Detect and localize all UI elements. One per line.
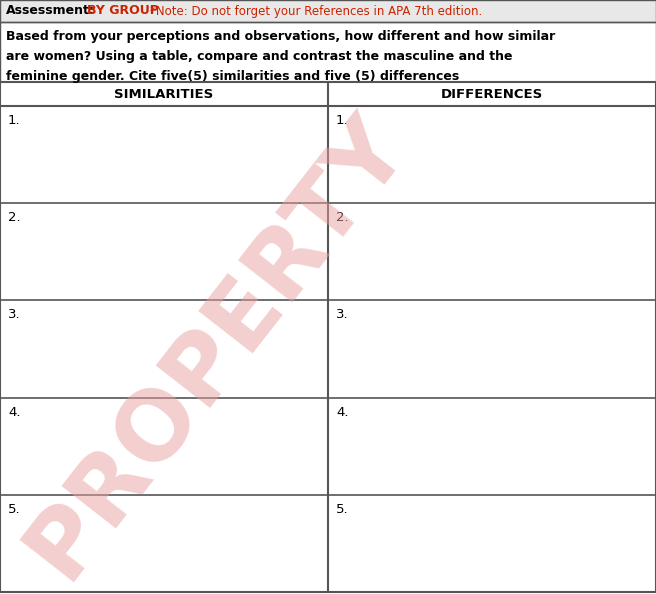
Text: 2.: 2.: [8, 211, 20, 224]
Bar: [0, 22, 656, 82]
Text: 4.: 4.: [336, 406, 348, 419]
Text: are women? Using a table, compare and contrast the masculine and the: are women? Using a table, compare and co…: [6, 50, 512, 63]
Text: BY GROUP: BY GROUP: [87, 5, 159, 17]
Text: SIMILARITIES: SIMILARITIES: [114, 87, 214, 100]
Text: 3.: 3.: [8, 308, 20, 321]
Text: 4.: 4.: [8, 406, 20, 419]
Text: feminine gender. Cite five(5) similarities and five (5) differences: feminine gender. Cite five(5) similariti…: [6, 70, 459, 83]
Text: 1.: 1.: [336, 114, 348, 127]
Text: PROPERTY: PROPERTY: [9, 99, 424, 594]
Text: Based from your perceptions and observations, how different and how similar: Based from your perceptions and observat…: [6, 30, 555, 43]
Text: 1.: 1.: [8, 114, 20, 127]
Text: 5.: 5.: [336, 503, 348, 516]
Bar: [0, 0, 656, 22]
Text: DIFFERENCES: DIFFERENCES: [441, 87, 543, 100]
Text: Assessment:: Assessment:: [6, 5, 95, 17]
Text: *Note: Do not forget your References in APA 7th edition.: *Note: Do not forget your References in …: [150, 5, 482, 17]
Text: 2.: 2.: [336, 211, 348, 224]
Bar: [0, 82, 656, 592]
Text: 3.: 3.: [336, 308, 348, 321]
Text: 5.: 5.: [8, 503, 20, 516]
Bar: [0, 0, 656, 22]
